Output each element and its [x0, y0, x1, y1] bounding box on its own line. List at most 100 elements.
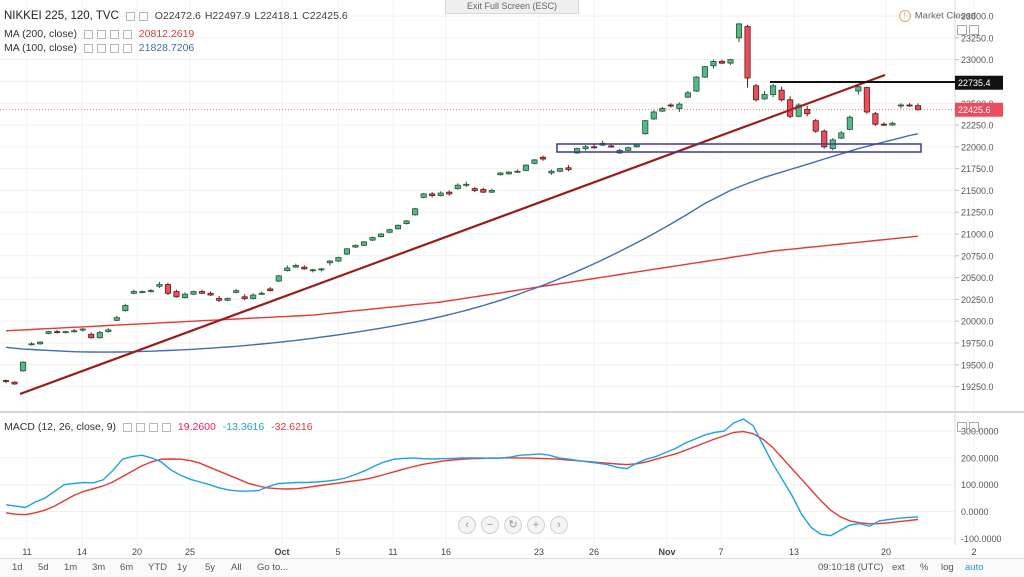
price-chart[interactable]: 23500.023250.023000.022750.022500.022250… [0, 0, 1024, 412]
candle[interactable] [420, 193, 427, 199]
timeframe-1m[interactable]: 1m [64, 562, 78, 573]
candle[interactable] [471, 186, 478, 193]
price-pane[interactable]: 23500.023250.023000.022750.022500.022250… [0, 0, 1024, 412]
pane-maximize-icon[interactable] [957, 25, 967, 35]
candle[interactable] [642, 119, 649, 135]
ma100-more-icon[interactable] [122, 43, 132, 53]
candle[interactable] [164, 282, 171, 296]
ma200-remove-icon[interactable] [109, 29, 119, 39]
candle[interactable] [659, 106, 666, 112]
candle[interactable] [360, 240, 368, 247]
candle[interactable] [684, 91, 691, 99]
candle[interactable] [335, 256, 342, 262]
timeframe-1y[interactable]: 1y [177, 562, 188, 573]
legend-visibility-icon[interactable] [125, 11, 135, 21]
candle[interactable] [565, 165, 572, 172]
candle[interactable] [301, 265, 308, 270]
candle[interactable] [198, 289, 206, 295]
candle[interactable] [727, 58, 734, 65]
timeframe-all[interactable]: All [231, 562, 242, 573]
candle[interactable] [343, 247, 350, 255]
candle[interactable] [54, 329, 61, 334]
candle[interactable] [753, 84, 760, 102]
scroll-right-icon[interactable]: › [550, 516, 568, 534]
candle[interactable] [71, 329, 78, 333]
candle[interactable] [821, 129, 828, 149]
candle[interactable] [488, 188, 495, 194]
macd-remove-icon[interactable] [148, 422, 158, 432]
candle[interactable] [710, 59, 717, 69]
candle[interactable] [591, 144, 598, 149]
candle[interactable] [574, 147, 581, 154]
candle[interactable] [889, 121, 896, 126]
zoom-in-icon[interactable]: + [527, 516, 545, 534]
candle[interactable] [88, 332, 95, 339]
candle[interactable] [241, 294, 248, 301]
candle[interactable] [633, 144, 640, 148]
candle[interactable] [531, 159, 538, 165]
candle[interactable] [735, 23, 743, 43]
ma200-visibility-icon[interactable] [83, 29, 93, 39]
macd-settings-icon[interactable] [135, 422, 145, 432]
macd-label[interactable]: MACD (12, 26, close, 9) [4, 421, 117, 433]
candle[interactable] [258, 291, 265, 296]
support-zone-rectangle[interactable] [556, 143, 922, 153]
candle[interactable] [173, 289, 180, 298]
candle[interactable] [275, 274, 282, 282]
candle[interactable] [130, 289, 137, 295]
timeframe-5d[interactable]: 5d [38, 562, 49, 573]
candle[interactable] [897, 103, 904, 109]
candle[interactable] [625, 146, 632, 152]
trendline[interactable] [19, 73, 886, 396]
ma200-line[interactable] [5, 235, 919, 332]
candle[interactable] [224, 297, 231, 302]
auto-toggle[interactable]: auto [965, 562, 984, 573]
candle[interactable] [650, 110, 657, 120]
candle[interactable] [139, 290, 146, 294]
candle[interactable] [250, 293, 257, 300]
candle[interactable] [548, 169, 555, 175]
candle[interactable] [522, 164, 529, 172]
ma200-more-icon[interactable] [122, 29, 132, 39]
candle[interactable] [369, 236, 376, 241]
pane-close-icon[interactable] [969, 25, 979, 35]
timeframe-5y[interactable]: 5y [205, 562, 216, 573]
ma100-label[interactable]: MA (100, close) [4, 42, 77, 54]
log-toggle[interactable]: log [941, 562, 954, 573]
candle[interactable] [667, 103, 674, 108]
candle[interactable] [326, 260, 333, 266]
candle[interactable] [79, 328, 86, 332]
candle[interactable] [181, 292, 189, 299]
candle[interactable] [744, 24, 751, 88]
candle[interactable] [608, 144, 615, 148]
pane-separator[interactable] [0, 411, 1024, 413]
candle[interactable] [377, 233, 385, 238]
macd-pane-close-icon[interactable] [969, 422, 979, 432]
candle[interactable] [284, 265, 291, 272]
timeframe-6m[interactable]: 6m [120, 562, 134, 573]
candle[interactable] [2, 379, 10, 384]
candle[interactable] [872, 111, 879, 126]
candle[interactable] [778, 86, 785, 102]
candle[interactable] [62, 330, 69, 334]
candle[interactable] [676, 102, 683, 112]
timeframe-1d[interactable]: 1d [12, 562, 23, 573]
timeframe-3m[interactable]: 3m [92, 562, 106, 573]
candle[interactable] [514, 169, 521, 173]
candle[interactable] [122, 303, 129, 312]
time-axis[interactable]: 11 14 20 25 Oct 5 11 16 23 26 Nov 7 13 20 2 [0, 545, 1024, 558]
candle[interactable] [292, 263, 299, 269]
candle[interactable] [556, 167, 564, 173]
candle[interactable] [693, 76, 700, 92]
utc-clock[interactable]: 09:10:18 (UTC) [818, 562, 884, 573]
candle[interactable] [838, 131, 845, 139]
candle[interactable] [37, 341, 44, 345]
legend-settings-icon[interactable] [138, 11, 148, 21]
exit-fullscreen-button[interactable]: Exit Full Screen (ESC) [445, 0, 579, 14]
symbol-title[interactable]: NIKKEI 225, 120, TVC [4, 10, 119, 22]
candle[interactable] [505, 171, 512, 175]
candle[interactable] [497, 172, 504, 176]
candle[interactable] [880, 122, 887, 126]
candle[interactable] [463, 181, 470, 187]
ma200-label[interactable]: MA (200, close) [4, 28, 77, 40]
